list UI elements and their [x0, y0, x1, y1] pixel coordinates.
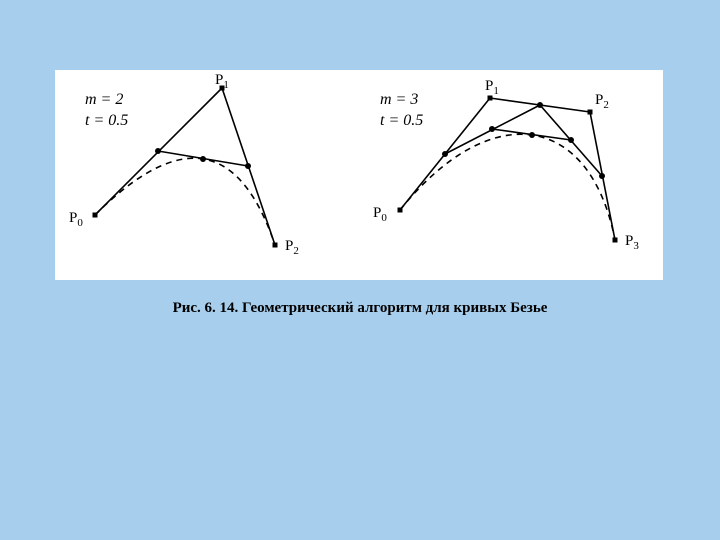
diagram-svg: [55, 70, 663, 280]
figure-panel: m = 2 t = 0.5 P1 P0 P2 m = 3 t = 0.5 P1 …: [55, 70, 663, 280]
figure-caption: Рис. 6. 14. Геометрический алгоритм для …: [0, 300, 720, 317]
